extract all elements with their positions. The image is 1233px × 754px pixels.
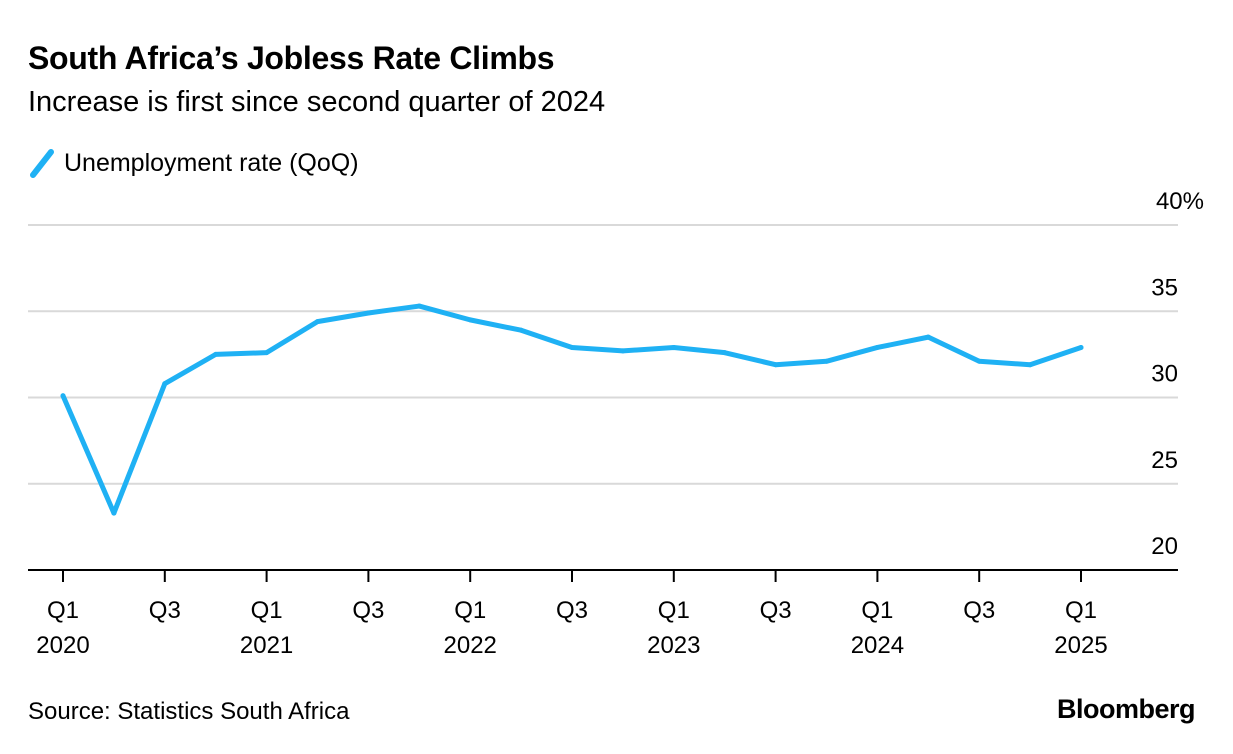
chart-subtitle: Increase is first since second quarter o… bbox=[28, 86, 606, 118]
data-point-2025-Q1 bbox=[1078, 344, 1084, 350]
chart-title: South Africa’s Jobless Rate Climbs bbox=[28, 40, 555, 76]
legend-label: Unemployment rate (QoQ) bbox=[64, 148, 359, 177]
legend: Unemployment rate (QoQ) bbox=[30, 146, 359, 180]
y-tick-label-35: 35 bbox=[1151, 274, 1178, 301]
data-point-2020-Q4 bbox=[213, 351, 219, 357]
x-axis: Q1 2020 Q3 Q1 2021 Q3 Q1 2022 Q3 Q1 2023 Q3 Q1 2024 Q3… bbox=[28, 569, 1178, 659]
y-tick-label-20: 20 bbox=[1151, 533, 1178, 560]
data-point-2024-Q2 bbox=[925, 334, 931, 340]
grid-lines bbox=[28, 224, 1178, 485]
data-point-2024-Q1 bbox=[874, 344, 880, 350]
y-tick-label-30: 30 bbox=[1151, 361, 1178, 388]
x-tick-label-quarter: Q1 bbox=[1065, 597, 1097, 624]
source-note: Source: Statistics South Africa bbox=[28, 698, 350, 725]
brand-logo: Bloomberg bbox=[1056, 694, 1196, 724]
data-point-2021-Q3 bbox=[365, 310, 371, 316]
y-tick-label-25: 25 bbox=[1151, 447, 1178, 474]
x-tick-label-quarter: Q1 bbox=[454, 597, 486, 624]
x-tick-label-quarter: Q1 bbox=[658, 597, 690, 624]
x-tick-label-quarter: Q1 bbox=[47, 597, 79, 624]
data-point-2020-Q1 bbox=[60, 393, 66, 399]
data-point-2022-Q3 bbox=[569, 344, 575, 350]
y-axis-labels: 20 25 30 35 40% bbox=[1151, 188, 1204, 560]
data-point-2023-Q2 bbox=[722, 350, 728, 356]
series-layer bbox=[60, 303, 1084, 516]
data-point-2023-Q3 bbox=[773, 362, 779, 368]
x-tick-label-year: 2025 bbox=[1054, 632, 1107, 659]
x-tick-label-quarter: Q3 bbox=[963, 597, 995, 624]
y-tick-label-40: 40% bbox=[1156, 188, 1204, 215]
x-tick-label-year: 2021 bbox=[240, 632, 293, 659]
x-tick-label-quarter: Q3 bbox=[556, 597, 588, 624]
data-point-2021-Q4 bbox=[416, 303, 422, 309]
x-tick-label-quarter: Q3 bbox=[352, 597, 384, 624]
x-tick-label-year: 2022 bbox=[444, 632, 497, 659]
data-point-2023-Q1 bbox=[671, 344, 677, 350]
data-point-2022-Q2 bbox=[518, 327, 524, 333]
data-point-2021-Q2 bbox=[315, 319, 320, 325]
x-tick-label-quarter: Q3 bbox=[760, 597, 792, 624]
data-point-2024-Q3 bbox=[976, 358, 982, 364]
x-tick-label-year: 2020 bbox=[36, 632, 89, 659]
data-point-2022-Q1 bbox=[467, 317, 473, 323]
x-tick-label-quarter: Q1 bbox=[251, 597, 283, 624]
x-tick-label-quarter: Q3 bbox=[149, 597, 181, 624]
data-point-2021-Q1 bbox=[264, 350, 270, 356]
data-point-2022-Q4 bbox=[620, 348, 626, 354]
x-tick-label-year: 2023 bbox=[647, 632, 700, 659]
data-point-2020-Q2 bbox=[111, 510, 117, 516]
data-point-2023-Q4 bbox=[824, 358, 829, 364]
legend-swatch-icon bbox=[30, 149, 54, 178]
data-point-2020-Q3 bbox=[162, 381, 168, 387]
data-point-2024-Q4 bbox=[1027, 362, 1033, 368]
x-tick-label-quarter: Q1 bbox=[861, 597, 893, 624]
x-tick-label-year: 2024 bbox=[851, 632, 904, 659]
